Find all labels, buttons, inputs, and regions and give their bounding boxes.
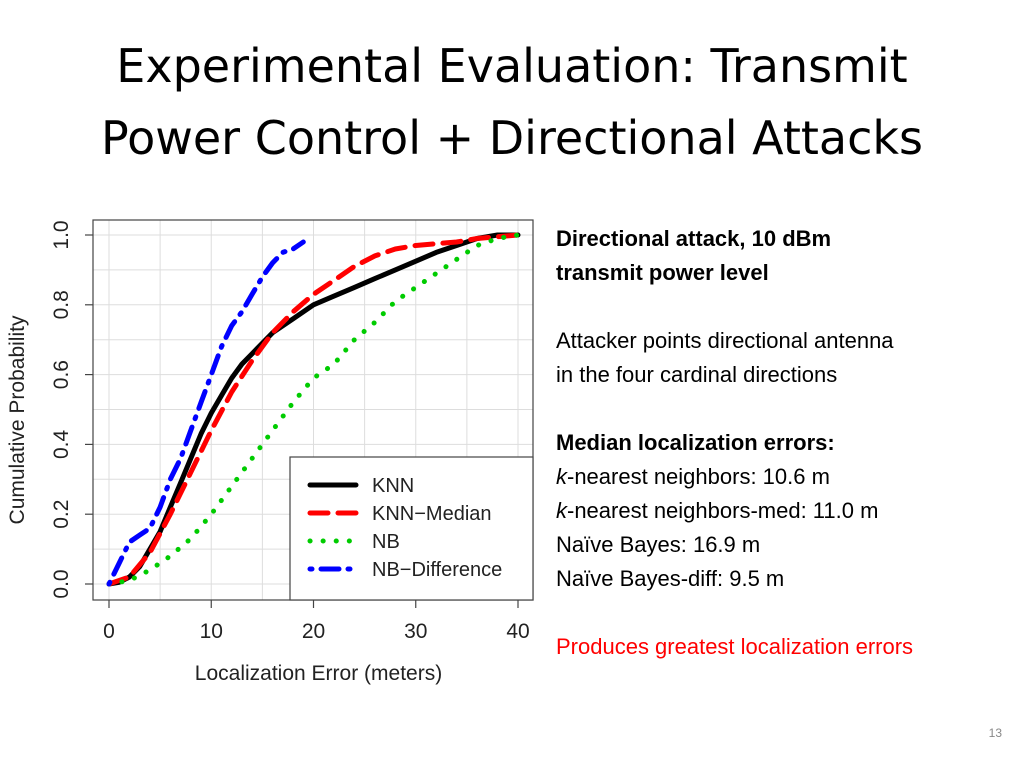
x-tick-label: 30 (404, 620, 427, 643)
result-text: -nearest neighbors: 10.6 m (567, 464, 830, 489)
legend-knn-median-label: KNN−Median (372, 503, 492, 525)
y-tick-label: 0.2 (50, 500, 73, 529)
legend-box (289, 456, 534, 601)
result-text: -nearest neighbors-med: 11.0 m (567, 498, 879, 523)
x-tick-label: 10 (200, 620, 223, 643)
x-tick-label: 0 (103, 620, 115, 643)
result-text: Naïve Bayes: 16.9 m (556, 532, 761, 557)
title-line-1: Experimental Evaluation: Transmit (116, 39, 908, 93)
cdf-chart: 0 10 20 30 40 0.0 0.2 0.4 0.6 0.8 1.0 Localization … (6, 219, 534, 685)
x-tick-label: 20 (302, 620, 325, 643)
attack-description-line-2: in the four cardinal directions (556, 362, 838, 387)
y-tick-label: 0.0 (50, 569, 73, 598)
nb-line (106, 232, 521, 587)
result-knn: k-nearest neighbors: 10.6 m (556, 460, 1016, 494)
result-italic: k (556, 464, 567, 489)
slide-title: Experimental Evaluation: Transmit Power … (0, 30, 1024, 174)
y-tick-label: 0.6 (50, 360, 73, 389)
legend-nb-label: NB (372, 531, 400, 553)
title-line-2: Power Control + Directional Attacks (101, 111, 923, 165)
result-nb-diff: Naïve Bayes-diff: 9.5 m (556, 562, 1016, 596)
result-nb: Naïve Bayes: 16.9 m (556, 528, 1016, 562)
slide-number: 13 (988, 726, 1002, 740)
y-tick-label: 0.4 (50, 429, 73, 459)
legend-nb-difference-label: NB−Difference (372, 559, 502, 581)
info-panel: Directional attack, 10 dBm transmit powe… (556, 222, 1016, 664)
conclusion-text: Produces greatest localization errors (556, 634, 914, 659)
y-tick-label: 1.0 (50, 220, 73, 249)
result-knn-median: k-nearest neighbors-med: 11.0 m (556, 494, 1016, 528)
nb-difference-line (106, 239, 306, 587)
y-tick-label: 0.8 (50, 290, 73, 319)
x-tick-label: 40 (506, 620, 529, 643)
result-italic: k (556, 498, 567, 523)
attack-heading-line-2: transmit power level (556, 260, 769, 285)
x-axis-label: Localization Error (meters) (195, 662, 442, 685)
median-errors-heading: Median localization errors: (556, 430, 835, 455)
attack-heading-line-1: Directional attack, 10 dBm (556, 226, 832, 251)
attack-description-line-1: Attacker points directional antenna (556, 328, 894, 353)
y-axis-label: Cumulative Probability (6, 315, 29, 524)
knn-median-line (106, 232, 521, 587)
result-text: Naïve Bayes-diff: 9.5 m (556, 566, 785, 591)
legend-knn-label: KNN (372, 475, 414, 497)
